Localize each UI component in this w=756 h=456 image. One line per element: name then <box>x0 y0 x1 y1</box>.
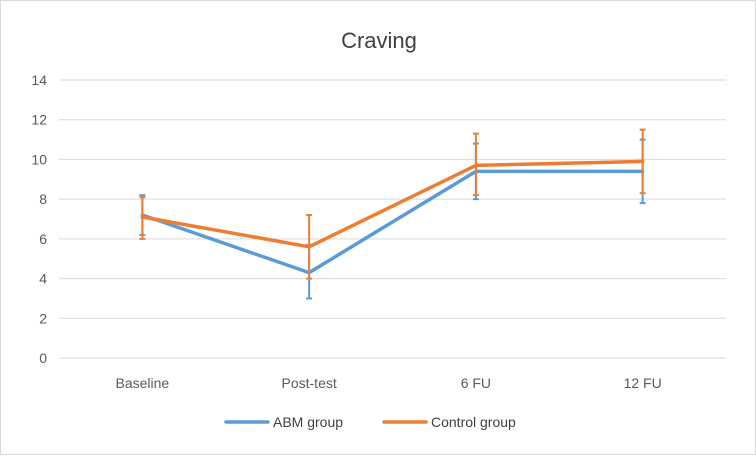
y-tick-label: 14 <box>31 72 47 88</box>
y-tick-label: 6 <box>39 231 47 247</box>
legend-item: ABM group <box>226 414 343 430</box>
chart-title: Craving <box>341 28 417 53</box>
series-line <box>142 171 642 272</box>
y-tick-label: 4 <box>39 271 47 287</box>
y-tick-label: 12 <box>31 112 47 128</box>
legend-label: Control group <box>431 414 516 430</box>
x-axis-tick-labels: Baseline Post-test 6 FU 12 FU <box>116 375 662 391</box>
series-control-group <box>139 130 645 279</box>
y-tick-label: 2 <box>39 310 47 326</box>
x-tick-label: 6 FU <box>461 375 491 391</box>
x-tick-label: 12 FU <box>624 375 662 391</box>
y-tick-label: 0 <box>39 350 47 366</box>
legend-label: ABM group <box>273 414 343 430</box>
y-axis-tick-labels: 0 2 4 6 8 10 12 14 <box>31 72 47 366</box>
series-line <box>142 161 642 246</box>
series-layer <box>139 130 645 299</box>
x-tick-label: Post-test <box>282 375 337 391</box>
y-tick-label: 10 <box>31 151 47 167</box>
y-tick-label: 8 <box>39 191 47 207</box>
legend: ABM group Control group <box>226 414 516 430</box>
legend-item: Control group <box>384 414 516 430</box>
x-tick-label: Baseline <box>116 375 170 391</box>
